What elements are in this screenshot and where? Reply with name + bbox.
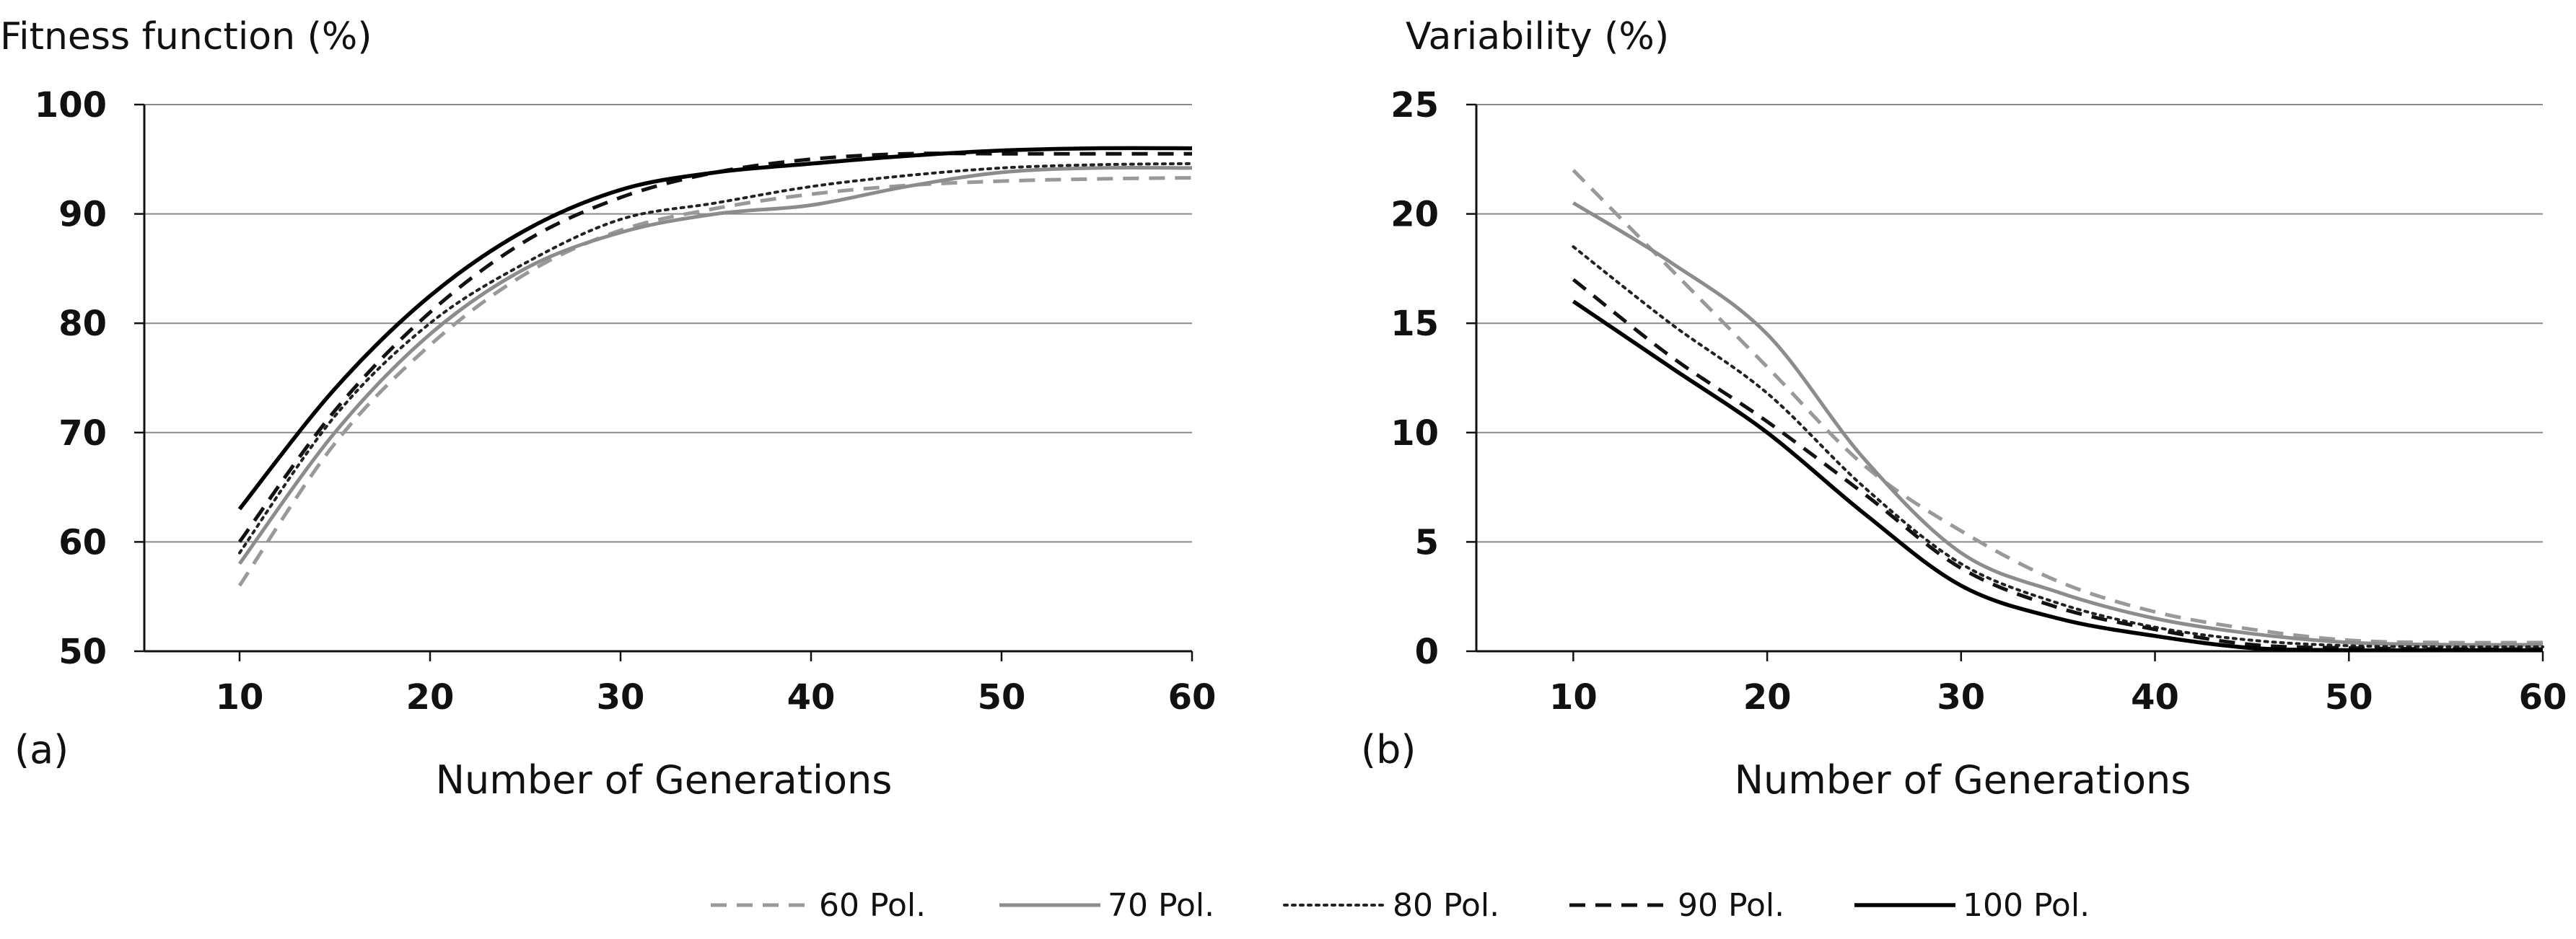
panel-b-axes <box>1466 103 2544 661</box>
panel-a-xtick-label: 30 <box>597 677 645 718</box>
panel-b-xtick-label: 10 <box>1549 677 1598 718</box>
panel-b-series-100-pol <box>1572 299 2543 653</box>
panel-b-xtick-label: 20 <box>1743 677 1792 718</box>
panel-b-gridlines <box>1476 104 2543 543</box>
panel-b-xtick-label: 40 <box>2131 677 2179 718</box>
panel-a-series-100-pol <box>237 146 1193 511</box>
panel-b-ytick-label: 5 <box>1415 522 1439 563</box>
legend-label: 100 Pol. <box>1963 887 2090 924</box>
panel-a-ytick-label: 60 <box>58 522 107 563</box>
legend-label: 80 Pol. <box>1393 887 1499 924</box>
panel-a-ytick-label: 100 <box>35 85 107 125</box>
panel-a-axes <box>134 103 1193 661</box>
legend-label: 70 Pol. <box>1108 887 1214 924</box>
panel-a-series-lines <box>237 146 1193 587</box>
panel-a-xtick-label: 40 <box>787 677 836 718</box>
panel-b-ytick-label: 15 <box>1390 304 1439 344</box>
panel-b-xtick-label: 50 <box>2325 677 2373 718</box>
panel-a-xtick-label: 10 <box>216 677 264 718</box>
panel-b-xtick-labels: 10 20 30 40 50 60 <box>1549 677 2567 718</box>
panel-b-series-80-pol <box>1572 245 2544 649</box>
panel-a-xtick-label: 20 <box>406 677 455 718</box>
panel-b-series-90-pol <box>1572 278 2544 651</box>
panel-a-ytick-label: 70 <box>58 413 107 454</box>
legend-label: 90 Pol. <box>1678 887 1784 924</box>
panel-b-letter: (b) <box>1361 727 1416 772</box>
panel-a-ytick-labels: 50 60 70 80 90 100 <box>35 85 107 672</box>
panel-a-ytick-label: 80 <box>58 304 107 344</box>
panel-b-ytick-label: 10 <box>1390 413 1439 454</box>
panel-b-ytick-label: 0 <box>1415 632 1439 672</box>
panel-a-xtick-labels: 10 20 30 40 50 60 <box>216 677 1217 718</box>
legend: 60 Pol. 70 Pol. 80 Pol. 90 Pol. 100 Pol. <box>711 887 2090 924</box>
panel-a-series-80-pol <box>238 162 1193 555</box>
panel-a-series-60-pol <box>237 176 1193 587</box>
panel-b-xtick-label: 60 <box>2519 677 2567 718</box>
panel-a-xtick-label: 60 <box>1168 677 1217 718</box>
panel-b-series-70-pol <box>1572 201 2544 647</box>
legend-label: 60 Pol. <box>819 887 926 924</box>
panel-a-series-70-pol <box>237 165 1193 565</box>
panel-a-ytick-label: 90 <box>58 195 107 235</box>
panel-b-ytick-labels: 0 5 10 15 20 25 <box>1390 85 1439 672</box>
panel-b-ylabel: Variability (%) <box>1406 15 1669 58</box>
panel-a-fitness-chart: Fitness function (%) 50 60 70 80 90 100 10 20 3… <box>0 15 1216 803</box>
panel-b-xlabel: Number of Generations <box>1735 757 2191 803</box>
panel-a-xtick-label: 50 <box>978 677 1026 718</box>
panel-b-xtick-label: 30 <box>1937 677 1985 718</box>
panel-a-ylabel: Fitness function (%) <box>0 15 372 58</box>
panel-a-xlabel: Number of Generations <box>436 757 893 803</box>
panel-b-series-lines <box>1572 169 2544 653</box>
panel-a-ytick-label: 50 <box>58 632 107 672</box>
panel-b-ytick-label: 25 <box>1390 85 1439 125</box>
panel-b-ytick-label: 20 <box>1390 195 1439 235</box>
panel-a-series-90-pol <box>237 151 1192 543</box>
panel-b-series-60-pol <box>1572 169 2544 645</box>
panel-a-letter: (a) <box>14 727 69 772</box>
